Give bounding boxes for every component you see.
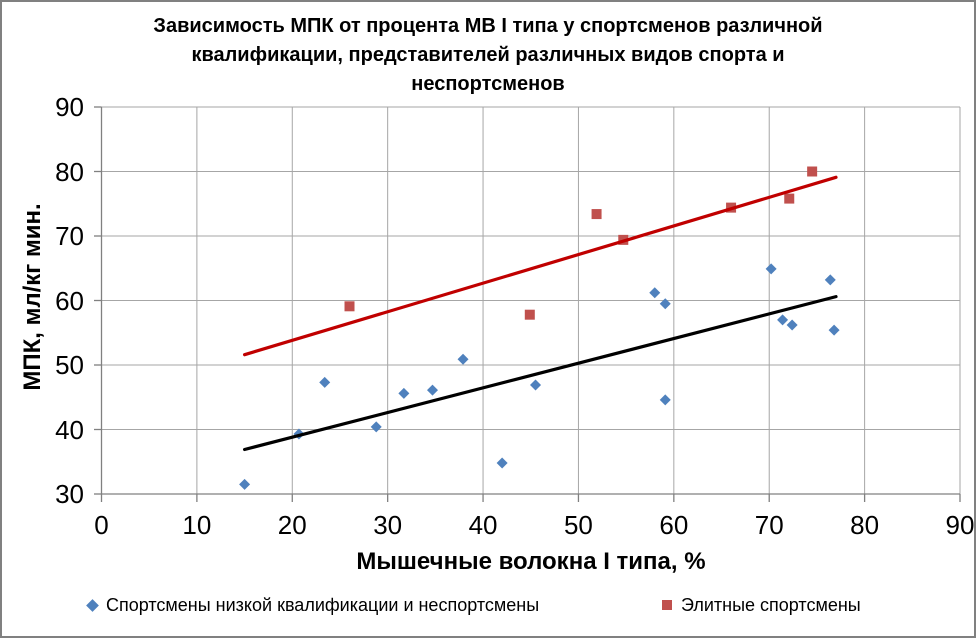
trendline-red <box>242 175 838 357</box>
data-point-blue-diamond <box>319 376 331 388</box>
data-point-red-square <box>807 166 818 177</box>
data-point-blue-diamond <box>398 387 410 399</box>
legend-item-low-qualification: Спортсмены низкой квалификации и неспорт… <box>86 594 540 616</box>
x-tick-label: 30 <box>373 510 403 540</box>
data-point-blue-diamond <box>824 274 836 286</box>
chart-title-line-2: квалификации, представителей различных в… <box>191 44 785 66</box>
y-tick-label: 80 <box>55 156 84 187</box>
y-tick-label: 70 <box>55 221 84 251</box>
trendline-black <box>242 295 838 452</box>
data-point-red-square <box>344 301 355 312</box>
y-tick-label: 30 <box>55 479 84 509</box>
x-axis-title: Мышечные волокна I типа, % <box>356 548 706 575</box>
legend-label-low-qualification: Спортсмены низкой квалификации и неспорт… <box>106 595 540 615</box>
data-point-blue-diamond <box>457 353 469 365</box>
x-tick-label: 0 <box>94 510 109 540</box>
data-point-red-square <box>784 193 795 204</box>
x-tick-label: 90 <box>945 510 975 540</box>
y-tick-label: 50 <box>55 350 84 380</box>
chart-title: Зависимость МПК от процента МВ I типа у … <box>2 12 974 99</box>
y-tick-label: 60 <box>55 285 84 316</box>
data-point-red-square <box>524 309 535 320</box>
legend-item-elite: Элитные спортсмены <box>662 594 861 616</box>
data-point-blue-diamond <box>777 314 789 326</box>
y-tick-label: 40 <box>55 414 84 445</box>
data-point-blue-diamond <box>426 384 438 396</box>
diamond-marker-icon <box>86 598 99 612</box>
data-point-blue-diamond <box>765 263 777 275</box>
y-axis-title: МПК, мл/кг мин. <box>19 203 46 391</box>
square-marker-icon <box>662 600 672 610</box>
data-point-blue-diamond <box>649 287 661 299</box>
x-tick-label: 80 <box>850 510 880 540</box>
data-point-blue-diamond <box>828 324 840 336</box>
x-tick-label: 40 <box>468 510 498 540</box>
data-point-blue-diamond <box>786 319 798 331</box>
data-point-blue-diamond <box>370 421 382 433</box>
x-tick-label: 70 <box>754 510 784 540</box>
data-point-blue-diamond <box>496 457 508 469</box>
x-tick-label: 20 <box>277 510 307 540</box>
chart-title-line-1: Зависимость МПК от процента МВ I типа у … <box>153 15 823 37</box>
chart-title-line-3: неспортсменов <box>411 73 565 95</box>
x-tick-label: 50 <box>563 510 593 540</box>
y-tick-label: 90 <box>55 92 84 122</box>
data-point-blue-diamond <box>659 394 671 406</box>
legend-label-elite: Элитные спортсмены <box>681 595 861 615</box>
data-point-blue-diamond <box>659 298 671 310</box>
data-point-blue-diamond <box>530 379 542 391</box>
data-point-blue-diamond <box>239 478 251 490</box>
data-point-red-square <box>591 209 602 220</box>
x-tick-label: 10 <box>182 510 212 540</box>
x-tick-label: 60 <box>659 510 689 540</box>
